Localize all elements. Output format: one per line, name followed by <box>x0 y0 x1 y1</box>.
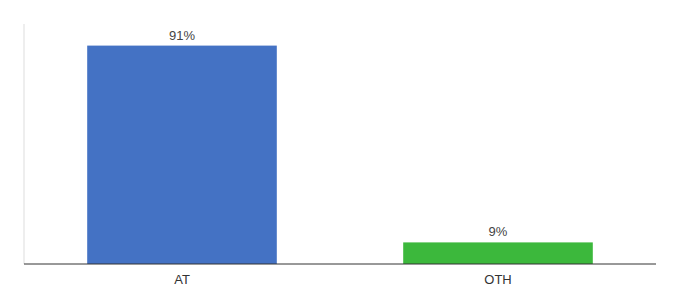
bars <box>87 46 593 264</box>
x-tick-label: AT <box>174 272 190 287</box>
x-axis-line <box>24 264 656 265</box>
chart-svg: 91% 9% AT OTH <box>0 0 680 300</box>
labels: 91% 9% AT OTH <box>169 28 512 287</box>
data-label: 9% <box>489 224 508 239</box>
chart-container: 91% 9% AT OTH <box>0 0 680 300</box>
y-range-line <box>24 24 25 264</box>
x-tick-label: OTH <box>484 272 511 287</box>
bar <box>87 46 277 264</box>
data-label: 91% <box>169 28 195 43</box>
bar <box>403 242 593 264</box>
